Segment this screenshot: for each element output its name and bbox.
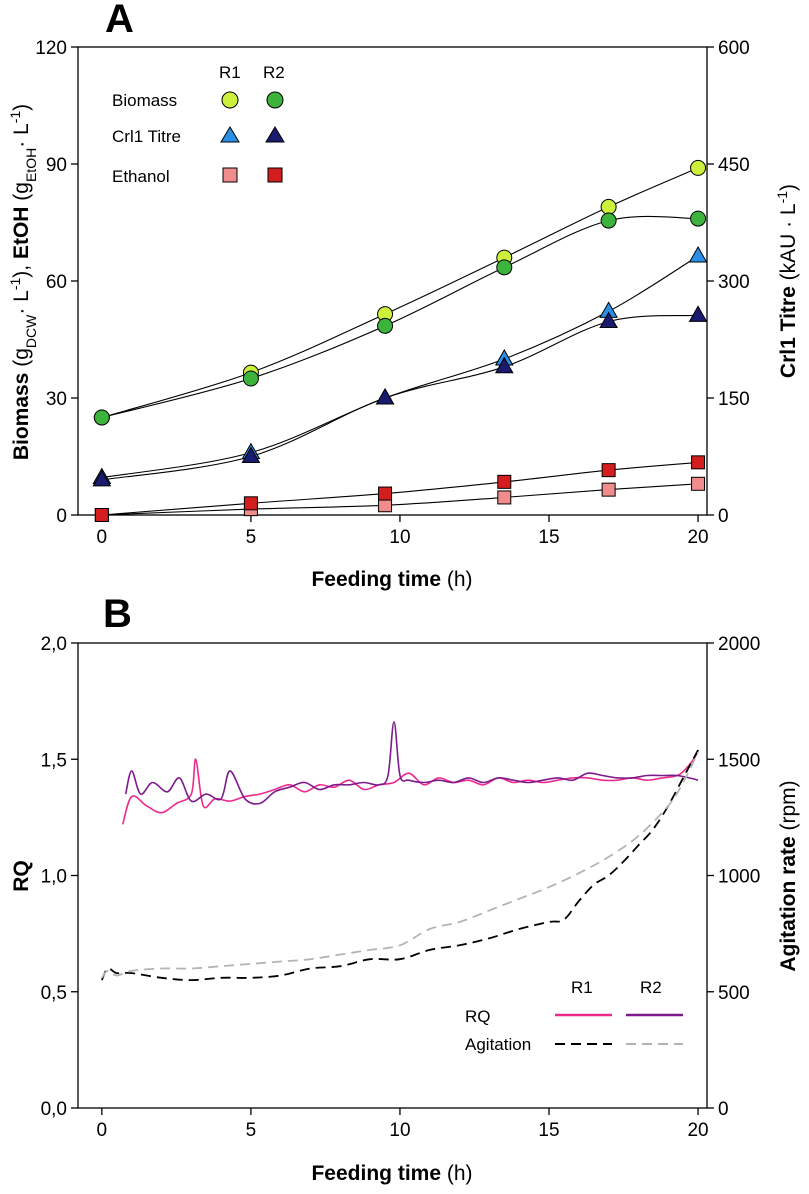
legend-a-ethanol: Ethanol [112, 167, 170, 186]
marker-ethanol-r2-4 [601, 463, 616, 478]
panel-a-legend: R1 R2 Biomass Crl1 Titre Ethanol [112, 63, 285, 186]
series-line-crl1-titre-r1 [101, 255, 699, 479]
panel-b-series-lines [100, 721, 699, 982]
panel-b-label: B [103, 592, 132, 636]
marker-ethanol-r1-5 [691, 476, 706, 491]
marker-ethanol-r2-5 [691, 455, 706, 470]
series-line-agitation-r2 [101, 751, 699, 979]
marker-biomass-r2-3 [496, 259, 513, 276]
marker-ethanol-r1-4 [601, 482, 616, 497]
panel-a-plot-frame [77, 46, 708, 516]
b-y-tick-label-1: 0,5 [41, 983, 67, 1004]
b-x-tick-label-15: 15 [538, 1120, 559, 1141]
marker-biomass-r2-1 [242, 370, 259, 387]
marker-crl1-titre-r2-0 [92, 469, 112, 487]
legend-a-col-r1: R1 [219, 63, 241, 82]
panel-b-x-ticks: 0 5 10 15 20 [97, 1108, 709, 1141]
marker-crl1-titre-r2-5 [688, 305, 708, 322]
marker-ethanol-r2-3 [497, 474, 512, 489]
a-x-tick-label-0: 0 [97, 527, 108, 548]
b-x-tick-label-10: 10 [389, 1120, 410, 1141]
a-y2-tick-label-600: 600 [718, 38, 750, 59]
series-line-agitation-r1 [100, 749, 699, 982]
panel-b: B 0 5 10 15 20 0,0 0,5 1,0 1,5 2,0 0 500 1000 1500 2… [10, 592, 800, 1185]
legend-a-ethanol-r1-marker [222, 167, 238, 183]
marker-biomass-r2-5 [690, 210, 707, 227]
series-line-rq-r2 [124, 721, 699, 805]
a-y-tick-label-0: 0 [56, 506, 67, 527]
marker-ethanol-r1-2 [378, 498, 393, 513]
b-y-tick-label-3: 1,5 [41, 750, 67, 771]
marker-biomass-r2-0 [93, 409, 110, 426]
panel-a-label: A [105, 0, 134, 41]
a-y-tick-label-1: 30 [46, 389, 67, 410]
a-y-tick-label-3: 90 [46, 155, 67, 176]
panel-a-x-axis-title: Feeding time (h) [311, 568, 472, 591]
marker-crl1-titre-r2-3 [494, 356, 514, 374]
panel-b-y2-ticks: 0 500 1000 1500 2000 [707, 634, 760, 1120]
legend-b-col-r2: R2 [640, 978, 662, 997]
marker-crl1-titre-r2-1 [241, 446, 261, 463]
panel-b-legend: R1 R2 RQ Agitation [465, 978, 683, 1054]
legend-a-col-r2: R2 [263, 63, 285, 82]
marker-ethanol-r2-0 [94, 508, 109, 522]
b-y2-tick-label-1000: 1000 [718, 867, 760, 888]
marker-biomass-r2-2 [377, 317, 394, 334]
series-line-rq-r1 [121, 749, 699, 825]
a-y2-tick-label-0: 0 [718, 506, 729, 527]
legend-a-crl1-r1-marker [220, 126, 240, 143]
panel-b-y-axis-title: RQ [10, 860, 33, 892]
b-y2-tick-label-500: 500 [718, 983, 750, 1004]
legend-a-ethanol-r2-marker [267, 167, 283, 183]
panel-b-y-ticks: 0,0 0,5 1,0 1,5 2,0 [41, 634, 78, 1120]
b-y-tick-label-2: 1,0 [41, 867, 67, 888]
legend-b-agitation: Agitation [465, 1035, 531, 1054]
panel-a-y-ticks: 0 30 60 90 120 [35, 38, 78, 527]
b-x-tick-label-20: 20 [687, 1120, 708, 1141]
marker-ethanol-r1-3 [497, 490, 512, 505]
legend-a-biomass-r2-marker [266, 91, 284, 109]
panel-a-markers [92, 159, 708, 522]
legend-b-rq: RQ [465, 1007, 491, 1026]
legend-b-col-r1: R1 [571, 978, 593, 997]
panel-a-y2-axis-title: Crl1 Titre (kAU · L-1) [774, 184, 800, 378]
a-y2-tick-label-150: 150 [718, 389, 750, 410]
marker-crl1-titre-r2-4 [599, 311, 618, 329]
a-y-tick-label-4: 120 [35, 38, 67, 59]
marker-ethanol-r2-2 [378, 486, 393, 501]
legend-a-crl1: Crl1 Titre [112, 127, 181, 146]
a-y-tick-label-2: 60 [46, 272, 67, 293]
b-y2-tick-label-2000: 2000 [718, 634, 760, 655]
marker-crl1-titre-r1-5 [688, 246, 708, 263]
panel-b-y2-axis-title: Agitation rate (rpm) [777, 780, 800, 971]
panel-a: A 0 5 10 15 20 0 30 60 90 120 0 150 300 450 600 R1 R… [7, 0, 800, 591]
panel-b-plot-frame [77, 642, 708, 1109]
b-y-tick-label-0: 0,0 [41, 1099, 67, 1120]
b-y2-tick-label-0: 0 [718, 1099, 729, 1120]
panel-a-y2-ticks: 0 150 300 450 600 [707, 38, 750, 527]
marker-biomass-r1-4 [600, 198, 617, 215]
marker-biomass-r1-5 [690, 159, 707, 176]
series-line-crl1-titre-r2 [101, 314, 699, 481]
marker-ethanol-r2-1 [243, 496, 258, 511]
legend-a-crl1-r2-marker [265, 126, 285, 143]
marker-crl1-titre-r2-2 [375, 387, 395, 405]
panel-a-x-ticks: 0 5 10 15 20 [97, 515, 709, 548]
panel-a-y-axis-title: Biomass (gDCW· L-1), EtOH (gEtOH· L-1) [7, 104, 39, 460]
b-y2-tick-label-1500: 1500 [718, 750, 760, 771]
marker-biomass-r2-4 [600, 212, 617, 229]
b-x-tick-label-0: 0 [97, 1120, 108, 1141]
a-x-tick-label-20: 20 [687, 527, 708, 548]
panel-b-x-axis-title: Feeding time (h) [311, 1162, 472, 1185]
b-x-tick-label-5: 5 [246, 1120, 257, 1141]
legend-a-biomass-r1-marker [221, 91, 239, 109]
b-y-tick-label-4: 2,0 [41, 634, 67, 655]
legend-a-biomass: Biomass [112, 91, 177, 110]
a-x-tick-label-15: 15 [538, 527, 559, 548]
a-y2-tick-label-450: 450 [718, 155, 750, 176]
a-x-tick-label-10: 10 [389, 527, 410, 548]
a-y2-tick-label-300: 300 [718, 272, 750, 293]
a-x-tick-label-5: 5 [246, 527, 257, 548]
